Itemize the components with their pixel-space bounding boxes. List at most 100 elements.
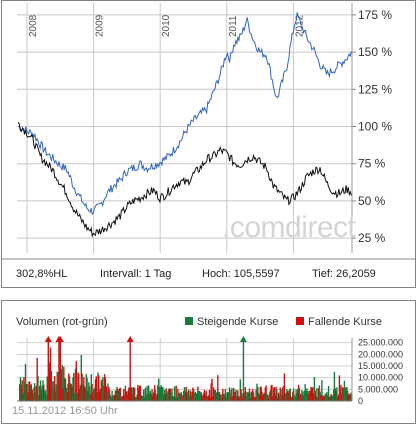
volume-bar: [61, 364, 63, 401]
volume-bar: [183, 387, 186, 401]
volume-bar: [227, 392, 229, 401]
volume-bar: [110, 397, 112, 401]
volume-bar: [307, 391, 309, 401]
volume-bar: [320, 394, 322, 401]
price-y-tick-label: 25 %: [358, 231, 386, 245]
volume-bar: [144, 387, 147, 401]
volume-bar: [333, 372, 336, 401]
volume-bar: [67, 383, 69, 401]
volume-bar: [64, 377, 66, 401]
volume-bar: [180, 392, 182, 401]
volume-bar: [302, 391, 304, 401]
volume-bar: [336, 387, 338, 401]
volume-bar: [113, 395, 116, 401]
volume-bar: [177, 389, 179, 401]
volume-bar: [153, 392, 155, 401]
volume-bar: [82, 385, 84, 401]
volume-bar: [273, 387, 276, 401]
volume-bar: [280, 389, 282, 401]
volume-bar: [233, 391, 236, 401]
volume-bar: [41, 385, 43, 401]
volume-bar: [125, 391, 127, 401]
volume-y-tick-label: 20.000.000: [358, 349, 403, 359]
volume-bar: [169, 388, 172, 401]
volume-bar: [56, 371, 58, 401]
volume-bar: [347, 395, 350, 401]
volume-bar: [137, 384, 139, 401]
volume-bar: [178, 392, 181, 401]
volume-bar: [245, 396, 247, 401]
volume-bar: [292, 391, 294, 401]
volume-bar: [321, 380, 323, 401]
volume-bar: [74, 368, 77, 401]
volume-bar: [318, 385, 321, 401]
volume-bar: [225, 397, 227, 401]
volume-bar: [29, 385, 32, 401]
volume-bar: [334, 388, 336, 401]
volume-bar: [117, 389, 119, 401]
volume-bar: [198, 391, 201, 401]
volume-bar: [162, 387, 164, 401]
volume-bar: [346, 386, 348, 401]
volume-bar: [300, 396, 302, 401]
volume-bar: [218, 392, 221, 401]
volume-bar: [294, 396, 296, 401]
volume-bar: [288, 389, 291, 401]
volume-bar: [168, 388, 170, 401]
volume-bar: [70, 384, 72, 401]
volume-bar: [246, 391, 248, 401]
volume-y-tick-label: 10.000.000: [358, 373, 403, 383]
volume-bar: [202, 396, 204, 401]
volume-bar: [199, 392, 202, 401]
volume-bar: [210, 383, 212, 401]
volume-bar: [105, 386, 107, 401]
volume-bar: [223, 394, 226, 401]
volume-bar: [343, 380, 346, 401]
volume-bar: [289, 388, 291, 401]
volume-bar: [267, 396, 270, 401]
volume-y-tick-label: 25.000.000: [358, 338, 403, 348]
volume-bar: [108, 386, 110, 401]
volume-bar: [46, 376, 48, 401]
volume-bar: [208, 395, 210, 401]
volume-bar: [312, 393, 315, 401]
volume-bar: [317, 397, 319, 401]
volume-bar: [286, 389, 288, 401]
volume-bar: [60, 369, 62, 401]
volume-bar: [44, 390, 46, 401]
price-y-tick-label: 125 %: [358, 82, 392, 96]
volume-bar: [214, 390, 216, 401]
volume-bar: [36, 357, 38, 401]
volume-bar: [120, 396, 122, 401]
volume-bar: [186, 392, 188, 401]
price-x-year-label: 2008: [28, 14, 39, 37]
volume-bar: [49, 347, 52, 401]
volume-bar: [81, 373, 83, 401]
volume-bar: [277, 392, 280, 401]
volume-bar: [52, 388, 54, 401]
volume-bar: [230, 389, 232, 401]
price-chart: 175 % 150 % 125 % 100 % 75 % 50 % 25 % 2008 2009…: [2, 3, 415, 280]
volume-bar: [141, 395, 143, 401]
volume-bar: [223, 393, 225, 401]
volume-bar: [232, 396, 234, 401]
volume-bar: [93, 387, 96, 401]
volume-bar: [29, 381, 31, 401]
volume-bar: [217, 375, 219, 401]
volume-bar: [315, 396, 317, 401]
volume-bar: [204, 394, 206, 401]
volume-bar: [299, 393, 301, 401]
volume-bar: [126, 394, 128, 401]
volume-bar: [62, 388, 64, 401]
volume-bar: [28, 381, 30, 401]
volume-bar: [196, 393, 198, 401]
volume-bar: [160, 385, 162, 401]
volume-bar: [282, 385, 285, 401]
volume-bar: [206, 396, 208, 401]
volume-bar: [237, 390, 239, 401]
volume-bar: [157, 384, 159, 401]
volume-bar: [147, 395, 149, 401]
volume-bar: [24, 382, 26, 401]
volume-bar: [319, 391, 321, 401]
volume-bar: [266, 394, 268, 401]
